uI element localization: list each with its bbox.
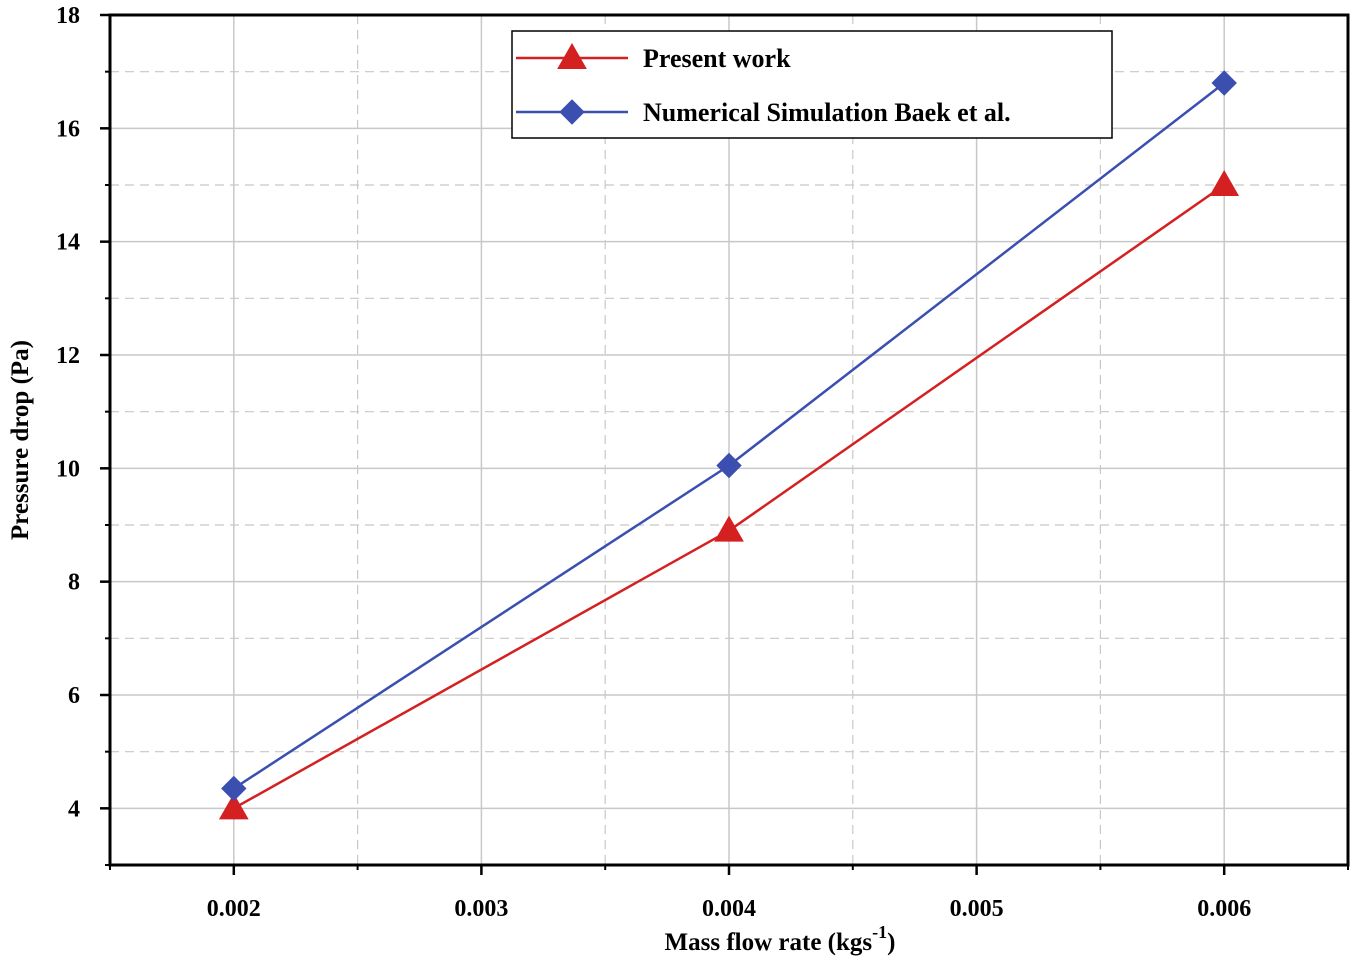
x-axis-title-main: Mass flow rate (kgs <box>665 929 873 956</box>
x-tick-label: 0.002 <box>207 896 261 922</box>
y-tick-label: 6 <box>68 683 80 709</box>
series-1-marker <box>218 793 249 820</box>
series-2-marker <box>1211 70 1237 96</box>
legend-box <box>511 30 1113 139</box>
x-tick-label: 0.004 <box>702 896 756 922</box>
y-tick-label: 4 <box>68 796 80 822</box>
y-tick-label: 16 <box>56 116 80 142</box>
x-axis-title-close: ) <box>887 929 895 956</box>
data-series <box>218 70 1240 820</box>
legend-marker-1 <box>557 42 587 69</box>
y-tick-label: 14 <box>56 230 80 256</box>
x-tick-label: 0.005 <box>950 896 1004 922</box>
legend: Present work Numerical Simulation Baek et… <box>511 30 1113 139</box>
series-1-marker <box>714 515 744 542</box>
y-tick-label: 12 <box>56 343 80 369</box>
x-tick-label: 0.006 <box>1197 896 1251 922</box>
series-1-marker <box>1209 169 1240 196</box>
x-axis-title-superscript: -1 <box>872 922 887 942</box>
y-axis-title: Pressure drop (Pa) <box>7 340 34 540</box>
axis-ticks: 4 6 8 10 12 14 16 18 0.002 0.003 0.004 0.005 0.006 <box>56 3 1349 922</box>
y-tick-label: 8 <box>68 570 80 596</box>
y-tick-label: 10 <box>56 456 80 482</box>
x-tick-label: 0.003 <box>454 896 508 922</box>
y-tick-label: 18 <box>56 3 80 29</box>
grid <box>110 14 1348 865</box>
series-2-marker <box>716 452 742 479</box>
legend-label-1: Present work <box>643 44 791 73</box>
legend-label-2: Numerical Simulation Baek et al. <box>643 98 1011 127</box>
x-axis-title: Mass flow rate (kgs-1) <box>665 922 896 956</box>
series-2-marker <box>221 775 247 802</box>
legend-marker-2 <box>559 99 585 125</box>
